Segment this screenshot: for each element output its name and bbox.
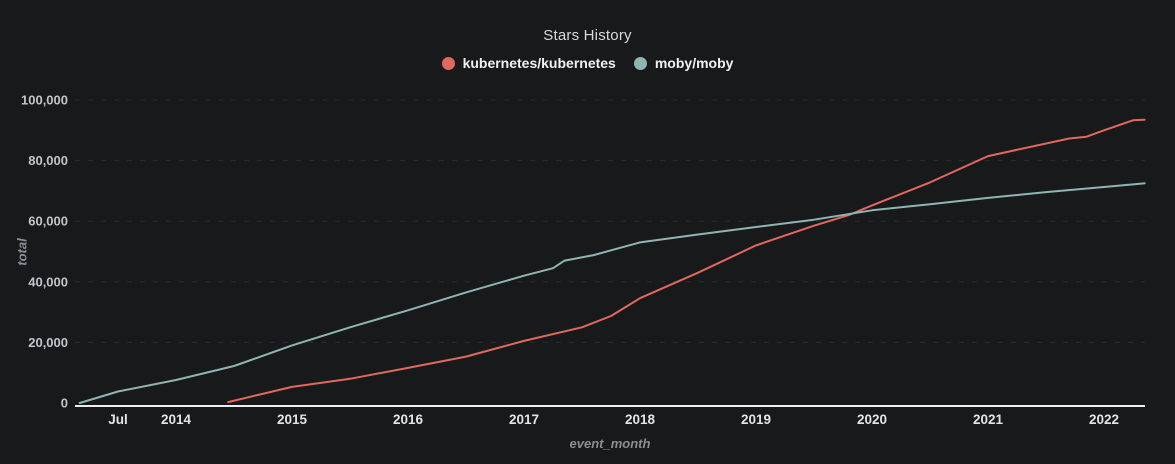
legend-item-moby[interactable]: moby/moby [633,55,734,71]
x-tick-label: 2018 [625,412,656,427]
chart-legend: kubernetes/kubernetes moby/moby [0,55,1175,71]
series-line-kubernetes-kubernetes [227,118,1146,404]
x-tick-label: 2022 [1089,412,1119,427]
x-axis-name: event_month [569,436,651,451]
moby-series-dot-icon [633,56,647,70]
y-tick-label: 60,000 [28,214,68,229]
y-tick-label: 0 [61,396,68,411]
chart-title: Stars History [543,27,632,44]
kubernetes-series-dot-icon [441,56,455,70]
x-tick-label: 2014 [161,412,192,427]
x-tick-label: 2021 [973,412,1004,427]
y-tick-label: 80,000 [28,153,68,168]
series-line-moby-moby [78,182,1146,404]
legend-item-kubernetes[interactable]: kubernetes/kubernetes [441,55,616,71]
y-axis-name: total [14,238,30,266]
legend-label: moby/moby [654,55,734,71]
y-tick-label: 40,000 [28,274,68,289]
legend-label: kubernetes/kubernetes [462,55,616,71]
x-tick-label: 2019 [741,412,771,427]
x-tick-label: 2020 [857,412,887,427]
y-tick-label: 100,000 [21,93,68,108]
y-tick-label: 20,000 [28,335,68,350]
x-tick-label: 2015 [277,412,308,427]
x-tick-label: Jul [108,412,128,427]
x-tick-label: 2017 [509,412,539,427]
x-tick-label: 2016 [393,412,424,427]
